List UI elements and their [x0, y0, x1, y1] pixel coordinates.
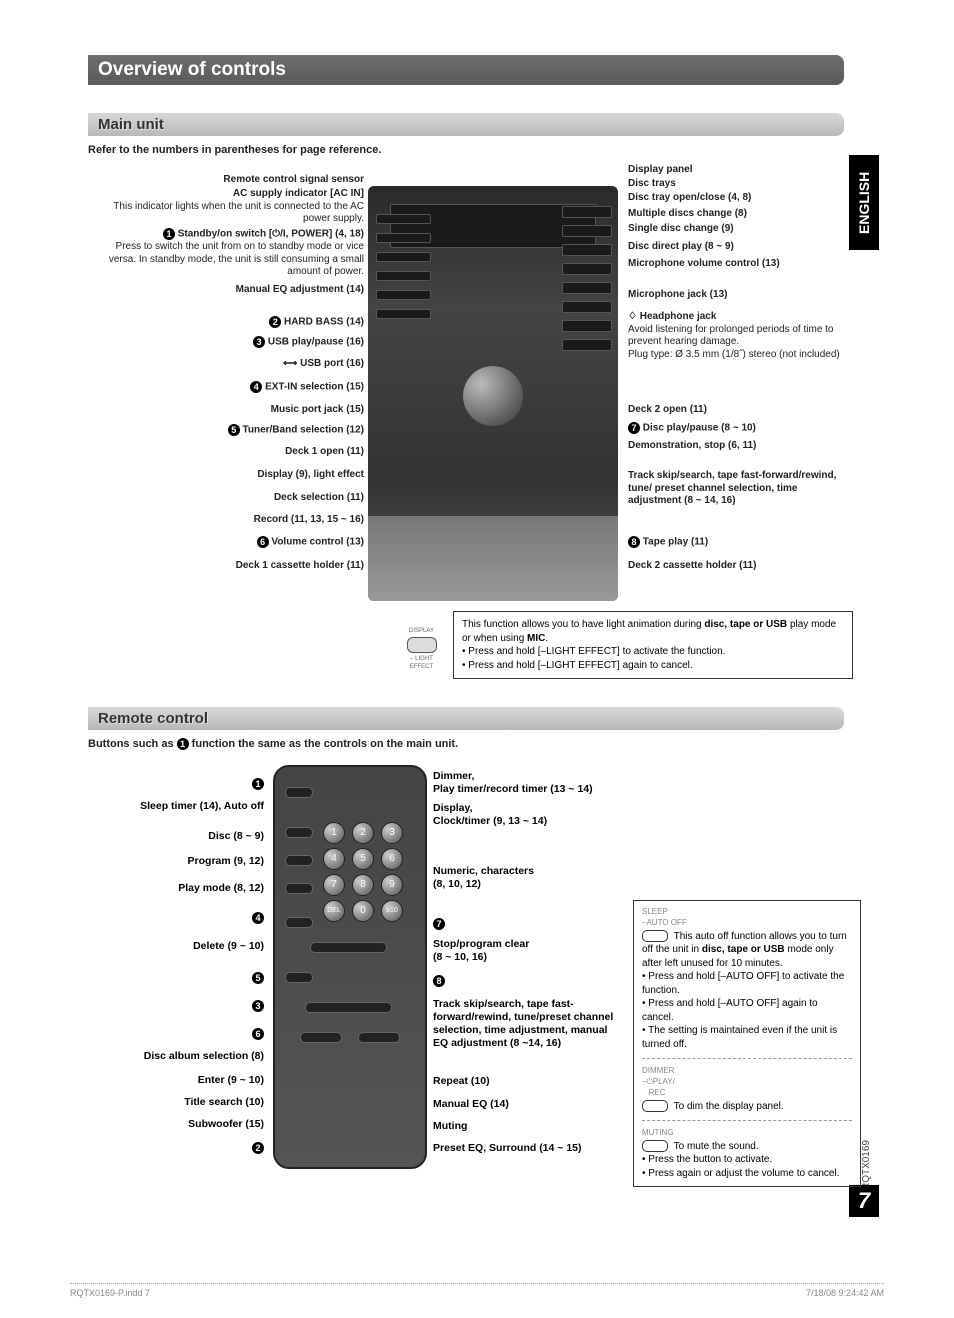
callout-label: ♢ Headphone jackAvoid listening for prol…: [628, 311, 843, 361]
remote-callout: 8: [433, 975, 623, 988]
callout-label: Single disc change (9): [628, 223, 843, 236]
callout-label: Record (11, 13, 15 ~ 16): [104, 514, 364, 527]
remote-info-box: SLEEP –AUTO OFF This auto off function a…: [633, 900, 861, 1187]
callout-label: Deck selection (11): [104, 492, 364, 505]
callout-label: Display panel: [628, 164, 843, 177]
callout-label: 8 Tape play (11): [628, 536, 843, 549]
section-remote: Remote control: [88, 707, 844, 730]
remote-callout: Numeric, characters (8, 10, 12): [433, 865, 623, 891]
remote-callout: Stop/program clear (8 ~ 10, 16): [433, 938, 623, 964]
remote-callout: 7: [433, 918, 623, 931]
remote-callout: Title search (10): [99, 1096, 264, 1109]
remote-callout: 3: [99, 1000, 264, 1013]
callout-label: Deck 2 cassette holder (11): [628, 560, 843, 573]
callout-label: Remote control signal sensor: [104, 174, 364, 187]
callout-label: Microphone jack (13): [628, 289, 843, 302]
page-footer: RQTX0169-P.indd 7 7/18/08 9:24:42 AM: [70, 1283, 884, 1298]
remote-callout: Program (9, 12): [99, 855, 264, 868]
language-tab: ENGLISH: [849, 155, 879, 250]
callout-label: Deck 1 open (11): [104, 446, 364, 459]
callout-label: Display (9), light effect: [104, 469, 364, 482]
callout-label: AC supply indicator [AC IN]This indicato…: [104, 188, 364, 226]
page-number: 7: [849, 1185, 879, 1217]
remote-callout: Manual EQ (14): [433, 1098, 623, 1111]
remote-callout: Muting: [433, 1120, 623, 1133]
remote-callout: 5: [99, 972, 264, 985]
callout-label: Manual EQ adjustment (14): [104, 284, 364, 297]
remote-diagram: 123 456 789 DEL0≥10 1 Sleep timer (14), A…: [88, 760, 844, 1240]
callout-label: 2 HARD BASS (14): [104, 316, 364, 329]
remote-callout: 4: [99, 912, 264, 925]
remote-callout: 2: [99, 1142, 264, 1155]
remote-callout: Dimmer, Play timer/record timer (13 ~ 14…: [433, 770, 623, 796]
callout-label: 5 Tuner/Band selection (12): [104, 424, 364, 437]
light-effect-info: DISPLAY – LIGHT EFFECT This function all…: [453, 611, 853, 679]
remote-photo: 123 456 789 DEL0≥10: [273, 765, 427, 1169]
remote-callout: 6: [99, 1028, 264, 1041]
callout-label: Disc tray open/close (4, 8): [628, 192, 843, 205]
main-unit-photo: [368, 186, 618, 601]
callout-label: Deck 1 cassette holder (11): [104, 560, 364, 573]
callout-label: Disc direct play (8 ~ 9): [628, 241, 843, 254]
main-unit-sub: Refer to the numbers in parentheses for …: [88, 144, 844, 156]
remote-callout: 1: [99, 778, 264, 791]
remote-callout: Disc (8 ~ 9): [99, 830, 264, 843]
callout-label: Disc trays: [628, 178, 843, 191]
callout-label: Microphone volume control (13): [628, 258, 843, 271]
display-button-icon: DISPLAY – LIGHT EFFECT: [399, 627, 444, 671]
remote-sub: Buttons such as 1 function the same as t…: [88, 738, 844, 750]
remote-callout: Repeat (10): [433, 1075, 623, 1088]
doc-code-side: RQTX0169: [861, 1140, 872, 1190]
section-main-unit: Main unit: [88, 113, 844, 136]
callout-label: Multiple discs change (8): [628, 208, 843, 221]
callout-label: Music port jack (15): [104, 404, 364, 417]
callout-label: 7 Disc play/pause (8 ~ 10): [628, 422, 843, 435]
remote-callout: Subwoofer (15): [99, 1118, 264, 1131]
callout-label: 6 Volume control (13): [104, 536, 364, 549]
remote-callout: Track skip/search, tape fast-forward/rew…: [433, 998, 623, 1051]
remote-callout: Sleep timer (14), Auto off: [99, 800, 264, 813]
remote-callout: Disc album selection (8): [99, 1050, 264, 1063]
callout-label: ⟷ USB port (16): [104, 358, 364, 371]
callout-label: 3 USB play/pause (16): [104, 336, 364, 349]
remote-callout: Enter (9 ~ 10): [99, 1074, 264, 1087]
callout-label: 4 EXT-IN selection (15): [104, 381, 364, 394]
page-title: Overview of controls: [88, 55, 844, 85]
callout-label: 1 Standby/on switch [⏻/I, POWER] (4, 18)…: [104, 228, 364, 279]
callout-label: Track skip/search, tape fast-forward/rew…: [628, 470, 843, 508]
callout-label: Demonstration, stop (6, 11): [628, 440, 843, 453]
remote-callout: Play mode (8, 12): [99, 882, 264, 895]
remote-callout: Delete (9 ~ 10): [99, 940, 264, 953]
remote-callout: Preset EQ, Surround (14 ~ 15): [433, 1142, 623, 1155]
main-unit-diagram: Remote control signal sensorAC supply in…: [88, 166, 844, 606]
callout-label: Deck 2 open (11): [628, 404, 843, 417]
remote-callout: Display, Clock/timer (9, 13 ~ 14): [433, 802, 623, 828]
